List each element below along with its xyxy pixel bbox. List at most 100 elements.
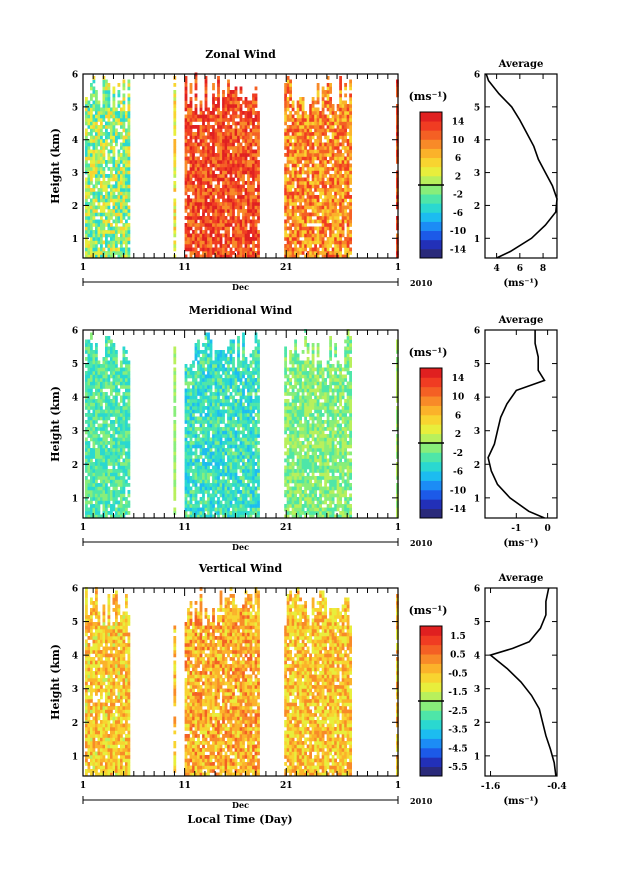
heatmap-cell	[224, 448, 228, 452]
heatmap-cell	[232, 142, 235, 147]
heatmap-cell	[219, 177, 223, 182]
heatmap-cell	[100, 483, 103, 487]
heatmap-cell	[189, 244, 193, 248]
heatmap-cell	[127, 240, 131, 245]
heatmap-cell	[239, 97, 243, 101]
heatmap-cell	[336, 247, 340, 252]
heatmap-cell	[232, 209, 235, 213]
heatmap-cell	[309, 181, 312, 185]
heatmap-cell	[112, 156, 116, 161]
heatmap-cell	[122, 125, 126, 129]
heatmap-cell	[202, 448, 205, 452]
heatmap-cell	[217, 469, 220, 473]
heatmap-cell	[100, 385, 103, 389]
heatmap-cell	[341, 212, 345, 217]
heatmap-cell	[222, 353, 225, 358]
heatmap-cell	[289, 198, 292, 203]
heatmap-cell	[110, 177, 113, 182]
heatmap-cell	[192, 444, 195, 449]
heatmap-cell	[202, 479, 205, 484]
heatmap-cell	[120, 146, 123, 150]
heatmap-cell	[209, 483, 213, 487]
heatmap-cell	[329, 184, 332, 189]
heatmap-cell	[217, 254, 220, 259]
heatmap-cell	[212, 507, 215, 512]
heatmap-cell	[204, 392, 208, 396]
heatmap-cell	[194, 118, 198, 122]
heatmap-cell	[120, 371, 123, 375]
heatmap-cell	[87, 251, 91, 255]
heatmap-cell	[207, 511, 210, 515]
heatmap-cell	[189, 177, 193, 182]
heatmap-cell	[122, 198, 126, 203]
heatmap-cell	[294, 244, 297, 248]
heatmap-cell	[100, 160, 103, 164]
heatmap-cell	[222, 191, 225, 196]
heatmap-cell	[219, 111, 223, 115]
heatmap-cell	[90, 374, 93, 379]
heatmap-cell	[209, 149, 213, 154]
heatmap-cell	[244, 233, 248, 238]
heatmap-cell	[257, 160, 260, 164]
heatmap-cell	[100, 149, 103, 154]
heatmap-cell	[202, 381, 205, 386]
heatmap-cell	[102, 240, 106, 245]
heatmap-cell	[326, 100, 330, 105]
heatmap-cell	[299, 100, 302, 105]
heatmap-cell	[173, 83, 177, 87]
heatmap-cell	[244, 163, 248, 168]
colorbar-segment	[420, 248, 442, 259]
heatmap-cell	[299, 202, 302, 206]
heatmap-cell	[224, 202, 228, 206]
heatmap-cell	[209, 437, 213, 442]
heatmap-cell	[247, 163, 250, 168]
colorbar-segment	[420, 121, 442, 131]
heatmap-cell	[214, 230, 218, 234]
heatmap-cell	[125, 139, 128, 143]
heatmap-cell	[117, 430, 121, 435]
heatmap-cell	[301, 142, 305, 147]
heatmap-cell	[110, 381, 113, 386]
heatmap-cell	[202, 118, 205, 122]
heatmap-cell	[173, 219, 177, 224]
heatmap-cell	[92, 367, 96, 372]
heatmap-cell	[217, 381, 220, 386]
heatmap-cell	[296, 118, 300, 122]
heatmap-cell	[117, 413, 121, 417]
heatmap-cell	[192, 458, 195, 463]
heatmap-cell	[115, 427, 118, 431]
heatmap-cell	[87, 167, 91, 171]
heatmap-cell	[334, 139, 337, 143]
heatmap-cell	[97, 142, 101, 147]
heatmap-cell	[184, 93, 188, 98]
heatmap-cell	[286, 132, 290, 136]
heatmap-cell	[219, 469, 223, 473]
heatmap-cell	[122, 121, 126, 126]
heatmap-cell	[217, 476, 220, 480]
heatmap-cell	[105, 507, 108, 512]
heatmap-cell	[115, 350, 118, 354]
heatmap-cell	[341, 240, 345, 245]
heatmap-cell	[95, 121, 98, 126]
heatmap-cell	[217, 240, 220, 245]
heatmap-cell	[107, 97, 111, 101]
heatmap-cell	[217, 500, 220, 505]
heatmap-cell	[309, 125, 312, 129]
heatmap-cell	[252, 132, 255, 136]
heatmap-cell	[229, 381, 233, 386]
heatmap-cell	[173, 455, 177, 459]
heatmap-cell	[105, 125, 108, 129]
heatmap-cell	[85, 191, 88, 196]
heatmap-cell	[219, 205, 223, 210]
heatmap-cell	[222, 350, 225, 354]
heatmap-cell	[254, 125, 258, 129]
heatmap-cell	[100, 188, 103, 192]
heatmap-cell	[100, 479, 103, 484]
heatmap-cell	[197, 251, 200, 255]
heatmap-cell	[100, 444, 103, 449]
heatmap-cell	[194, 107, 198, 112]
heatmap-cell	[199, 181, 203, 185]
heatmap-cell	[192, 490, 195, 494]
heatmap-cell	[197, 339, 200, 344]
heatmap-cell	[194, 511, 198, 515]
